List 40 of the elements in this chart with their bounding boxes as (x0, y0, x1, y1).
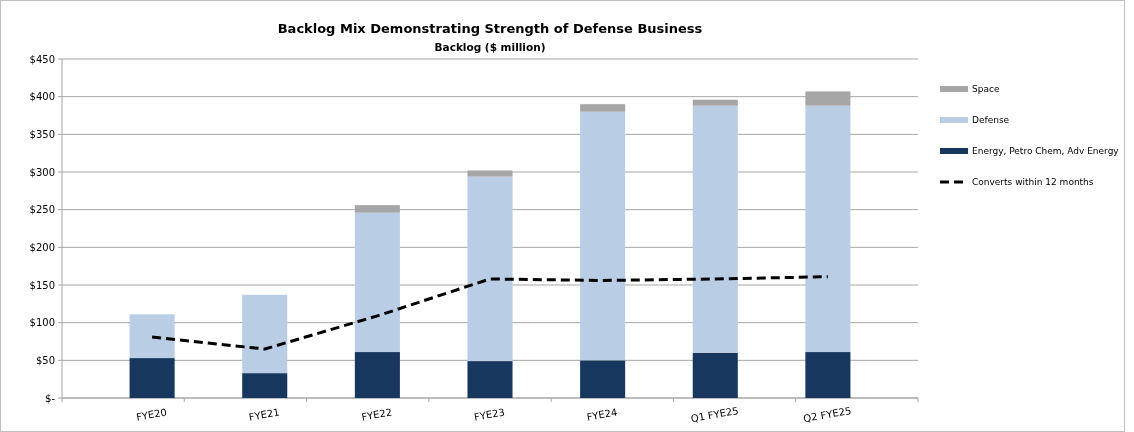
x-tick-label: FYE23 (473, 406, 506, 423)
bar (692, 105, 738, 353)
x-tick-label: Q2 FYE25 (802, 404, 853, 425)
y-tick-label: $- (45, 392, 56, 404)
bar (129, 358, 175, 398)
y-tick-label: $400 (29, 91, 55, 103)
y-tick-label: $300 (29, 166, 55, 178)
y-tick-label: $250 (29, 204, 55, 216)
bar (580, 104, 626, 112)
legend-label: Defense (972, 115, 1010, 126)
y-tick-label: $150 (29, 279, 55, 291)
bar (805, 352, 851, 398)
bar (692, 99, 738, 106)
line-series (150, 275, 830, 351)
bar (580, 360, 626, 398)
legend-label: Energy, Petro Chem, Adv Energy (972, 146, 1120, 157)
bar (242, 294, 288, 374)
y-tick-label: $450 (29, 53, 55, 65)
chart-subtitle: Backlog ($ million) (434, 41, 546, 53)
x-tick-label: FYE24 (585, 406, 619, 423)
y-tick-label: $350 (29, 128, 55, 140)
bar (692, 352, 738, 398)
x-tick-label: FYE22 (360, 406, 393, 423)
bar (467, 361, 513, 398)
y-tick-label: $50 (35, 354, 55, 366)
bar (580, 111, 626, 361)
bar (354, 352, 400, 398)
bar (805, 105, 851, 353)
chart-title: Backlog Mix Demonstrating Strength of Defense Business (277, 21, 703, 36)
bar (129, 314, 175, 359)
x-tick-label: Q1 FYE25 (689, 404, 740, 425)
x-tick-label: FYE21 (247, 406, 281, 423)
legend-label: Converts within 12 months (972, 177, 1094, 188)
legend-label: Space (972, 84, 1000, 95)
bar (354, 212, 400, 353)
bar (242, 373, 288, 398)
y-tick-label: $100 (29, 317, 55, 329)
bar (467, 176, 513, 362)
y-tick-label: $200 (29, 241, 55, 253)
x-tick-label: FYE20 (135, 406, 168, 423)
